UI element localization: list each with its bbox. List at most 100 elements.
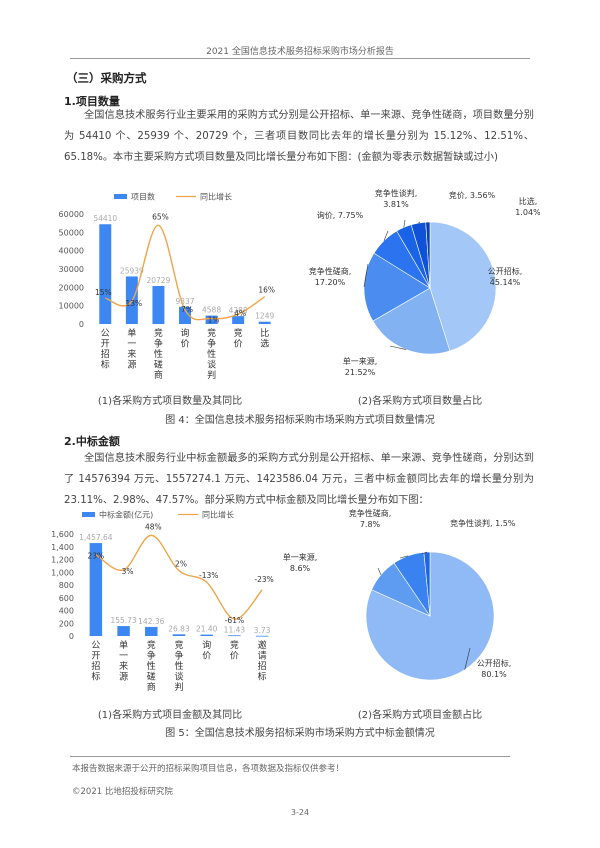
growth-value-label: 1% xyxy=(208,316,220,325)
award-amount-pie-chart: 公开招标, 80.1% 单一来源, 8.6% 竞争性磋商, 7.8% 竞争性谈判, 1.5% xyxy=(283,508,516,681)
pie-slice xyxy=(425,221,431,289)
category-label-char: 竞 xyxy=(174,639,183,651)
copyright: ©2021 比地招投标研究院 xyxy=(72,787,173,797)
category-label-char: 单 xyxy=(127,327,136,339)
y-tick-label: 1,000 xyxy=(51,568,74,577)
y-tick-label: 600 xyxy=(59,594,74,603)
bar xyxy=(99,224,112,324)
pie-leader-line xyxy=(363,263,369,288)
y-tick-label: 60000 xyxy=(59,210,84,219)
category-label-char: 请 xyxy=(258,650,267,662)
category-label-char: 招 xyxy=(258,660,267,672)
category-label-char: 竞 xyxy=(230,639,239,651)
category-label-char: 一 xyxy=(127,340,136,350)
fig5-title: 图 5：全国信息技术服务招标采购市场采购方式中标金额情况 xyxy=(165,728,435,739)
category-label-char: 一 xyxy=(119,652,128,662)
category-label-char: 来 xyxy=(127,349,136,360)
pie-label: 单一来源, xyxy=(283,552,318,562)
category-label-char: 比 xyxy=(260,327,269,339)
legend-bar-swatch xyxy=(114,194,127,199)
category-label-char: 询 xyxy=(202,639,211,651)
subsection-title-2: 2.中标金额 xyxy=(64,435,120,448)
paragraph-2: 全国信息技术服务行业中标金额最多的采购方式分别是公开招标、单一来源、竞争性磋商，… xyxy=(64,448,534,511)
growth-value-label: -13% xyxy=(199,571,218,580)
bar xyxy=(205,315,218,324)
bar-value-label: 1249 xyxy=(255,312,274,321)
pie-leader-line xyxy=(418,221,421,224)
paragraph-1: 全国信息技术服务行业主要采用的采购方式分别是公开招标、单一来源、竞争性磋商，项目… xyxy=(64,105,534,168)
page-header: 2021 全国信息技术服务招标采购市场分析报告 xyxy=(206,47,394,57)
y-tick-label: 0 xyxy=(79,320,84,329)
category-label-char: 招 xyxy=(91,660,100,672)
bar xyxy=(232,316,245,324)
category-label-char: 邀 xyxy=(258,639,267,651)
category-label-char: 争 xyxy=(154,338,163,350)
fig4-title: 图 4：全国信息技术服务招标采购市场采购方式项目数量情况 xyxy=(165,415,435,426)
bar xyxy=(179,306,191,324)
bar xyxy=(172,634,186,636)
pie-label: 单一来源, xyxy=(343,356,378,366)
y-tick-label: 200 xyxy=(59,619,74,628)
bar-value-label: 54410 xyxy=(93,214,117,223)
y-tick-label: 400 xyxy=(59,607,74,616)
bar-value-label: 20729 xyxy=(146,276,170,285)
category-label-char: 性 xyxy=(207,348,216,360)
fig5-left-caption: (1)各采购方式项目金额及其同比 xyxy=(97,710,243,721)
pie-label: 7.8% xyxy=(360,520,381,529)
pie-label: 45.14% xyxy=(490,278,521,287)
pie-label: 比选, xyxy=(519,196,538,206)
bar-value-label: 142.36 xyxy=(138,617,164,626)
growth-value-label: 16% xyxy=(258,286,275,295)
bar-value-label: 26.83 xyxy=(168,624,190,633)
bar xyxy=(258,321,271,324)
header-divider xyxy=(70,58,530,59)
project-count-pie-chart: 公开招标, 45.14% 单一来源, 21.52% 竞争性磋商, 17.20% 询价, 7.… xyxy=(309,188,540,377)
category-label-char: 竞 xyxy=(234,327,243,339)
pie-slice xyxy=(372,287,451,355)
category-label-char: 竞 xyxy=(207,327,216,339)
pie-label: 17.20% xyxy=(315,278,346,287)
page-number: 3-24 xyxy=(290,808,310,817)
y-tick-label: 20000 xyxy=(59,283,84,292)
category-label-char: 价 xyxy=(180,339,189,350)
y-tick-label: 30000 xyxy=(59,265,84,274)
y-tick-label: 50000 xyxy=(59,228,84,237)
project-count-bar-line-chart: 项目数 同比增长 0 10000 20000 30000 40000 50000 60000 54… xyxy=(59,192,276,382)
legend-line-label: 同比增长 xyxy=(202,510,234,520)
bar-value-label: 4588 xyxy=(202,306,221,315)
fig5-right-caption: (2)各采购方式项目金额占比 xyxy=(357,710,483,721)
pie-leader-line xyxy=(464,647,471,670)
pie-label: 8.6% xyxy=(290,564,311,573)
category-label-char: 源 xyxy=(119,672,128,683)
bar-value-label: 3.73 xyxy=(254,626,271,635)
legend-bar-label: 中标金额(亿元) xyxy=(99,510,153,520)
bar-value-label: 1,457.64 xyxy=(79,533,113,542)
growth-value-label: 15% xyxy=(95,288,112,297)
category-label-char: 价 xyxy=(234,339,243,350)
footer-note: 本报告数据来源于公开的招标采购项目信息，各项数据及指标仅供参考！ xyxy=(72,764,345,774)
category-label-char: 判 xyxy=(207,369,216,381)
category-label-char: 公 xyxy=(91,640,100,651)
pie-leader-line xyxy=(403,219,406,228)
paragraph-1-text: 全国信息技术服务行业主要采用的采购方式分别是公开招标、单一来源、竞争性磋商，项目… xyxy=(64,110,534,163)
growth-value-label: 7% xyxy=(181,305,193,314)
y-tick-label: 1,600 xyxy=(51,530,74,539)
legend-line-label: 同比增长 xyxy=(200,192,232,202)
growth-value-label: 3% xyxy=(122,567,134,576)
category-label-char: 争 xyxy=(207,338,216,350)
pie-label: 竞争性谈判, xyxy=(375,188,418,198)
legend-bar-label: 项目数 xyxy=(131,192,155,202)
award-amount-bar-line-chart: 中标金额(亿元) 同比增长 0 200 400 600 800 1,000 1,200 1,400… xyxy=(51,510,274,694)
pie-label: 竞争性谈判, 1.5% xyxy=(450,518,516,528)
category-label-char: 公 xyxy=(101,328,110,339)
category-label-char: 开 xyxy=(101,339,110,350)
category-label-char: 开 xyxy=(91,651,100,662)
growth-value-label: 2% xyxy=(175,560,187,569)
category-label-char: 来 xyxy=(119,661,128,672)
category-label-char: 选 xyxy=(260,338,269,350)
bar xyxy=(255,635,269,637)
pie-label: 21.52% xyxy=(345,368,376,377)
category-label-char: 商 xyxy=(147,681,156,693)
pie-label: 公开招标, xyxy=(477,658,512,668)
growth-line xyxy=(95,534,263,620)
